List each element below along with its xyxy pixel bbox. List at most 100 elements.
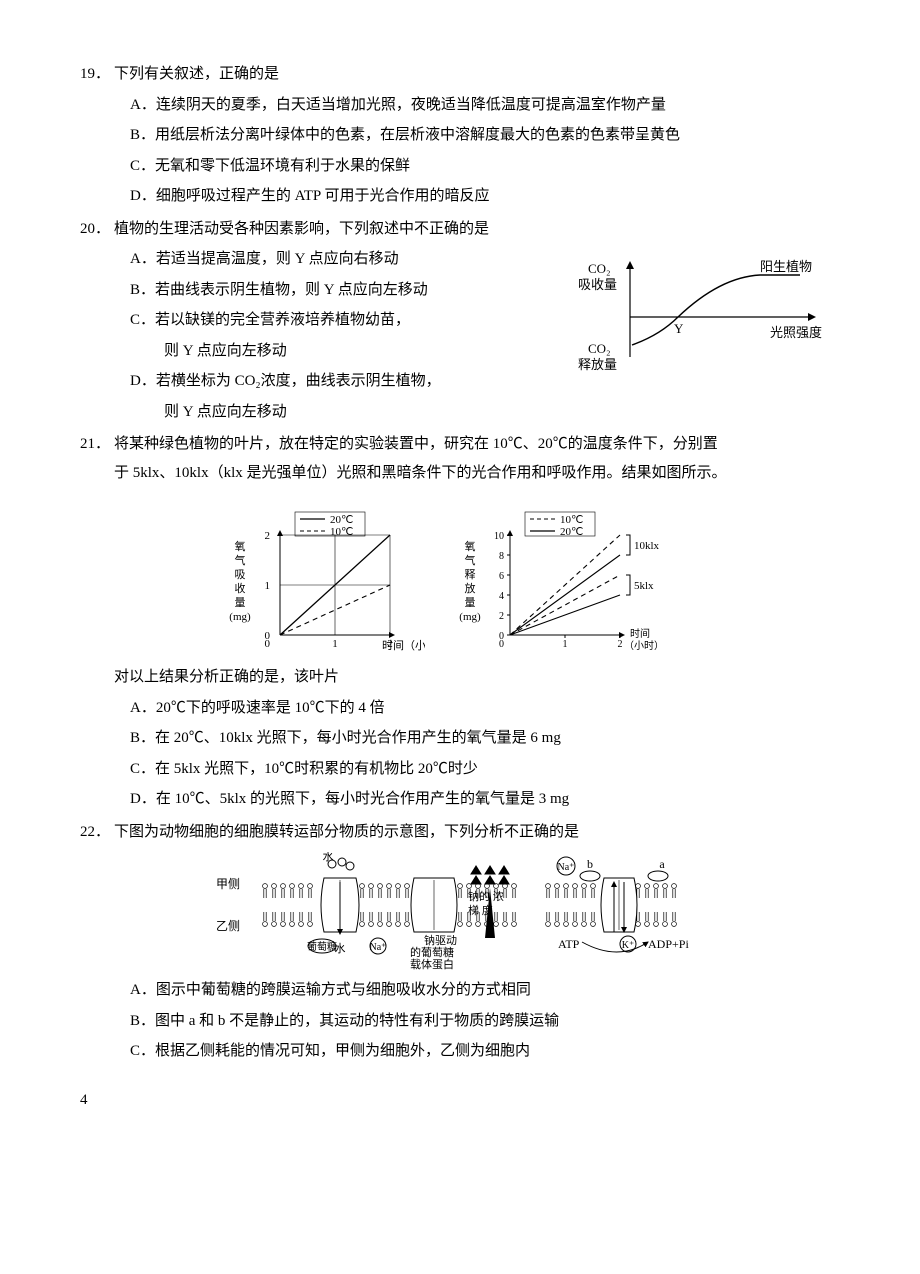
svg-text:释: 释 (465, 568, 476, 581)
svg-text:1: 1 (332, 638, 338, 650)
svg-text:2: 2 (499, 611, 504, 622)
question-22: 22． 下图为动物细胞的细胞膜转运部分物质的示意图，下列分析不正确的是 水甲侧乙… (80, 818, 840, 1066)
question-20: 20． 植物的生理活动受各种因素影响，下列叙述中不正确的是 A．若适当提高温度，… (80, 215, 840, 427)
svg-text:6: 6 (499, 571, 504, 582)
q22-stem-row: 22． 下图为动物细胞的细胞膜转运部分物质的示意图，下列分析不正确的是 (80, 818, 840, 847)
q19-opt-b: B．用纸层析法分离叶绿体中的色素，在层析液中溶解度最大的色素的色素带呈黄色 (130, 121, 840, 150)
svg-text:的葡萄糖: 的葡萄糖 (410, 945, 454, 959)
svg-text:10klx: 10klx (634, 540, 660, 552)
q19-opt-a: A．连续阴天的夏季，白天适当增加光照，夜晚适当降低温度可提高温室作物产量 (130, 91, 840, 120)
svg-text:2: 2 (265, 530, 271, 542)
svg-text:钠的 浓: 钠的 浓 (468, 889, 504, 903)
q20-opt-d1: D．若横坐标为 CO₂浓度，曲线表示阴生植物， (130, 367, 560, 396)
q21-opt-a: A．20℃下的呼吸速率是 10℃下的 4 倍 (130, 694, 840, 723)
svg-text:量: 量 (235, 596, 246, 609)
q19-stem: 下列有关叙述，正确的是 (114, 60, 840, 89)
q22-options: A．图示中葡萄糖的跨膜运输方式与细胞吸收水分的方式相同 B．图中 a 和 b 不… (80, 976, 840, 1066)
question-21: 21． 将某种绿色植物的叶片，放在特定的实验装置中，研究在 10℃、20℃的温度… (80, 430, 840, 814)
svg-text:时间: 时间 (630, 627, 650, 640)
svg-text:气: 气 (235, 553, 246, 567)
svg-text:水: 水 (323, 852, 334, 863)
q20-opt-a: A．若适当提高温度，则 Y 点应向右移动 (130, 245, 560, 274)
svg-text:2: 2 (618, 639, 623, 650)
q21-stem1: 将某种绿色植物的叶片，放在特定的实验装置中，研究在 10℃、20℃的温度条件下，… (114, 430, 840, 459)
svg-text:阳生植物: 阳生植物 (760, 259, 812, 274)
svg-text:甲侧: 甲侧 (216, 877, 240, 891)
svg-text:吸: 吸 (235, 569, 246, 581)
svg-text:Na⁺: Na⁺ (558, 862, 575, 873)
q20-figure: CO₂吸收量CO₂释放量阳生植物光照强度Y (560, 243, 840, 426)
q22-diagram: 水甲侧乙侧水葡萄糖Na⁺钠驱动的葡萄糖载体蛋白钠的 浓梯 度ATPADP+PiK… (210, 852, 710, 972)
q22-opt-a: A．图示中葡萄糖的跨膜运输方式与细胞吸收水分的方式相同 (130, 976, 840, 1005)
q21-opt-c: C．在 5klx 光照下，10℃时积累的有机物比 20℃时少 (130, 755, 840, 784)
q21-figures: 01212020℃10℃氧气吸收量(mg)时间（小时） 024681012010… (80, 505, 840, 655)
q22-opt-c: C．根据乙侧耗能的情况可知，甲侧为细胞外，乙侧为细胞内 (130, 1037, 840, 1066)
q20-opt-b: B．若曲线表示阴生植物，则 Y 点应向左移动 (130, 276, 560, 305)
svg-text:5klx: 5klx (634, 580, 654, 592)
svg-text:光照强度: 光照强度 (770, 325, 822, 340)
q20-chart: CO₂吸收量CO₂释放量阳生植物光照强度Y (560, 247, 840, 387)
q21-opt-d: D．在 10℃、5klx 的光照下，每小时光合作用产生的氧气量是 3 mg (130, 785, 840, 814)
svg-text:CO₂: CO₂ (588, 261, 611, 276)
svg-text:收: 收 (235, 581, 246, 595)
svg-text:钠驱动: 钠驱动 (424, 933, 457, 947)
q21-stem-row1: 21． 将某种绿色植物的叶片，放在特定的实验装置中，研究在 10℃、20℃的温度… (80, 430, 840, 459)
q21-options: A．20℃下的呼吸速率是 10℃下的 4 倍 B．在 20℃、10klx 光照下… (80, 694, 840, 814)
q20-options: A．若适当提高温度，则 Y 点应向右移动 B．若曲线表示阴生植物，则 Y 点应向… (130, 243, 560, 426)
svg-text:氧: 氧 (235, 539, 246, 553)
q19-stem-row: 19． 下列有关叙述，正确的是 (80, 60, 840, 89)
q20-stem-row: 20． 植物的生理活动受各种因素影响，下列叙述中不正确的是 (80, 215, 840, 244)
q19-number: 19． (80, 60, 114, 89)
svg-text:0: 0 (499, 639, 504, 650)
svg-text:葡萄糖: 葡萄糖 (307, 940, 337, 953)
q21-chart-right: 024681012010klx5klx10℃20℃氧气释放量(mg)时间（小时） (455, 505, 695, 655)
q20-number: 20． (80, 215, 114, 244)
svg-text:8: 8 (499, 551, 504, 562)
svg-text:（小时）: （小时） (624, 640, 664, 652)
q20-opt-c1: C．若以缺镁的完全营养液培养植物幼苗， (130, 306, 560, 335)
q19-options: A．连续阴天的夏季，白天适当增加光照，夜晚适当降低温度可提高温室作物产量 B．用… (80, 91, 840, 211)
q22-opt-b: B．图中 a 和 b 不是静止的，其运动的特性有利于物质的跨膜运输 (130, 1007, 840, 1036)
svg-text:Y: Y (674, 321, 684, 336)
svg-text:1: 1 (563, 639, 568, 650)
svg-text:梯 度: 梯 度 (468, 903, 493, 917)
svg-text:20℃: 20℃ (330, 514, 353, 526)
q21-number: 21． (80, 430, 114, 459)
svg-text:量: 量 (465, 596, 476, 609)
svg-text:0: 0 (265, 638, 271, 650)
q21-chart-left: 01212020℃10℃氧气吸收量(mg)时间（小时） (225, 505, 425, 655)
q19-opt-d: D．细胞呼吸过程产生的 ATP 可用于光合作用的暗反应 (130, 182, 840, 211)
svg-text:吸收量: 吸收量 (578, 277, 617, 292)
q21-afterfig: 对以上结果分析正确的是，该叶片 (80, 663, 840, 692)
svg-text:气: 气 (465, 553, 476, 567)
question-19: 19． 下列有关叙述，正确的是 A．连续阴天的夏季，白天适当增加光照，夜晚适当降… (80, 60, 840, 211)
q20-body: A．若适当提高温度，则 Y 点应向右移动 B．若曲线表示阴生植物，则 Y 点应向… (80, 243, 840, 426)
svg-text:释放量: 释放量 (578, 357, 617, 372)
svg-text:ADP+Pi: ADP+Pi (648, 937, 689, 951)
svg-text:氧: 氧 (465, 539, 476, 553)
svg-text:4: 4 (499, 591, 504, 602)
svg-text:ATP: ATP (558, 937, 580, 951)
q20-opt-c2: 则 Y 点应向左移动 (130, 337, 560, 366)
page: 19． 下列有关叙述，正确的是 A．连续阴天的夏季，白天适当增加光照，夜晚适当降… (0, 0, 920, 1144)
svg-text:Na⁺: Na⁺ (370, 942, 387, 953)
q22-figure: 水甲侧乙侧水葡萄糖Na⁺钠驱动的葡萄糖载体蛋白钠的 浓梯 度ATPADP+PiK… (80, 852, 840, 972)
svg-text:放: 放 (465, 581, 476, 595)
q22-number: 22． (80, 818, 114, 847)
q21-stem2: 于 5klx、10klx（klx 是光强单位）光照和黑暗条件下的光合作用和呼吸作… (80, 459, 840, 488)
svg-text:CO₂: CO₂ (588, 341, 611, 356)
svg-text:a: a (659, 857, 665, 871)
svg-text:10: 10 (494, 531, 504, 542)
svg-text:乙侧: 乙侧 (216, 919, 240, 933)
svg-text:时间（小时）: 时间（小时） (382, 639, 425, 652)
svg-text:(mg): (mg) (229, 611, 251, 623)
q22-stem: 下图为动物细胞的细胞膜转运部分物质的示意图，下列分析不正确的是 (114, 818, 840, 847)
page-number: 4 (80, 1086, 840, 1115)
q19-opt-c: C．无氧和零下低温环境有利于水果的保鲜 (130, 152, 840, 181)
svg-text:载体蛋白: 载体蛋白 (410, 957, 454, 971)
svg-text:(mg): (mg) (459, 611, 481, 623)
q20-stem: 植物的生理活动受各种因素影响，下列叙述中不正确的是 (114, 215, 840, 244)
q20-opt-d2: 则 Y 点应向左移动 (130, 398, 560, 427)
q21-opt-b: B．在 20℃、10klx 光照下，每小时光合作用产生的氧气量是 6 mg (130, 724, 840, 753)
svg-text:10℃: 10℃ (560, 514, 583, 526)
